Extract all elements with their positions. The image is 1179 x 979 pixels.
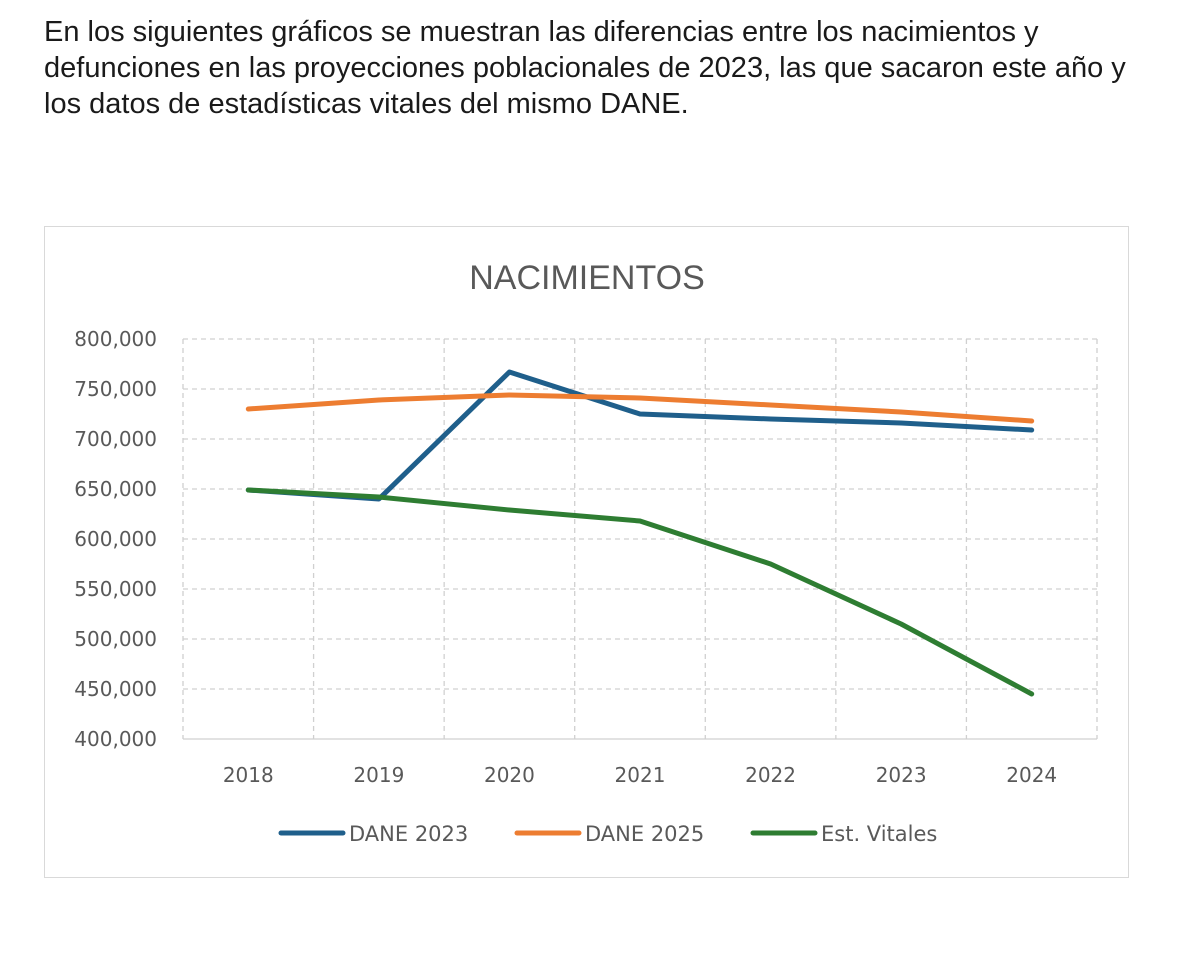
legend: DANE 2023 DANE 2025 Est. Vitales bbox=[278, 822, 937, 846]
chart-title: NACIMIENTOS bbox=[469, 259, 705, 297]
legend-label: DANE 2023 bbox=[349, 822, 468, 846]
series-line-dane-2023 bbox=[245, 369, 1035, 502]
x-axis-ticks: 2018 2019 2020 2021 2022 2023 2024 bbox=[223, 763, 1057, 787]
y-tick-label: 600,000 bbox=[74, 527, 157, 551]
intro-text: En los siguientes gráficos se muestran l… bbox=[44, 16, 1126, 120]
y-tick-label: 750,000 bbox=[74, 377, 157, 401]
series-line-est-vitales bbox=[245, 487, 1035, 697]
y-tick-label: 550,000 bbox=[74, 577, 157, 601]
y-tick-label: 450,000 bbox=[74, 677, 157, 701]
x-tick-label: 2020 bbox=[484, 763, 535, 787]
y-tick-label: 700,000 bbox=[74, 427, 157, 451]
x-tick-label: 2023 bbox=[876, 763, 927, 787]
x-tick-label: 2018 bbox=[223, 763, 274, 787]
chart-card: NACIMIENTOS 400,000 450,000 500,000 550,000… bbox=[44, 226, 1129, 878]
y-tick-label: 500,000 bbox=[74, 627, 157, 651]
series-lines bbox=[245, 369, 1035, 697]
births-line-chart: NACIMIENTOS 400,000 450,000 500,000 550,000… bbox=[74, 259, 1098, 846]
x-tick-label: 2022 bbox=[745, 763, 796, 787]
series-line-dane-2025 bbox=[245, 392, 1035, 424]
y-axis-ticks: 400,000 450,000 500,000 550,000 600,000 650,0… bbox=[74, 327, 157, 751]
x-tick-label: 2024 bbox=[1006, 763, 1057, 787]
y-tick-label: 800,000 bbox=[74, 327, 157, 351]
y-tick-label: 400,000 bbox=[74, 727, 157, 751]
x-tick-label: 2019 bbox=[353, 763, 404, 787]
legend-label: Est. Vitales bbox=[821, 822, 937, 846]
x-tick-label: 2021 bbox=[615, 763, 666, 787]
legend-label: DANE 2025 bbox=[585, 822, 704, 846]
y-tick-label: 650,000 bbox=[74, 477, 157, 501]
